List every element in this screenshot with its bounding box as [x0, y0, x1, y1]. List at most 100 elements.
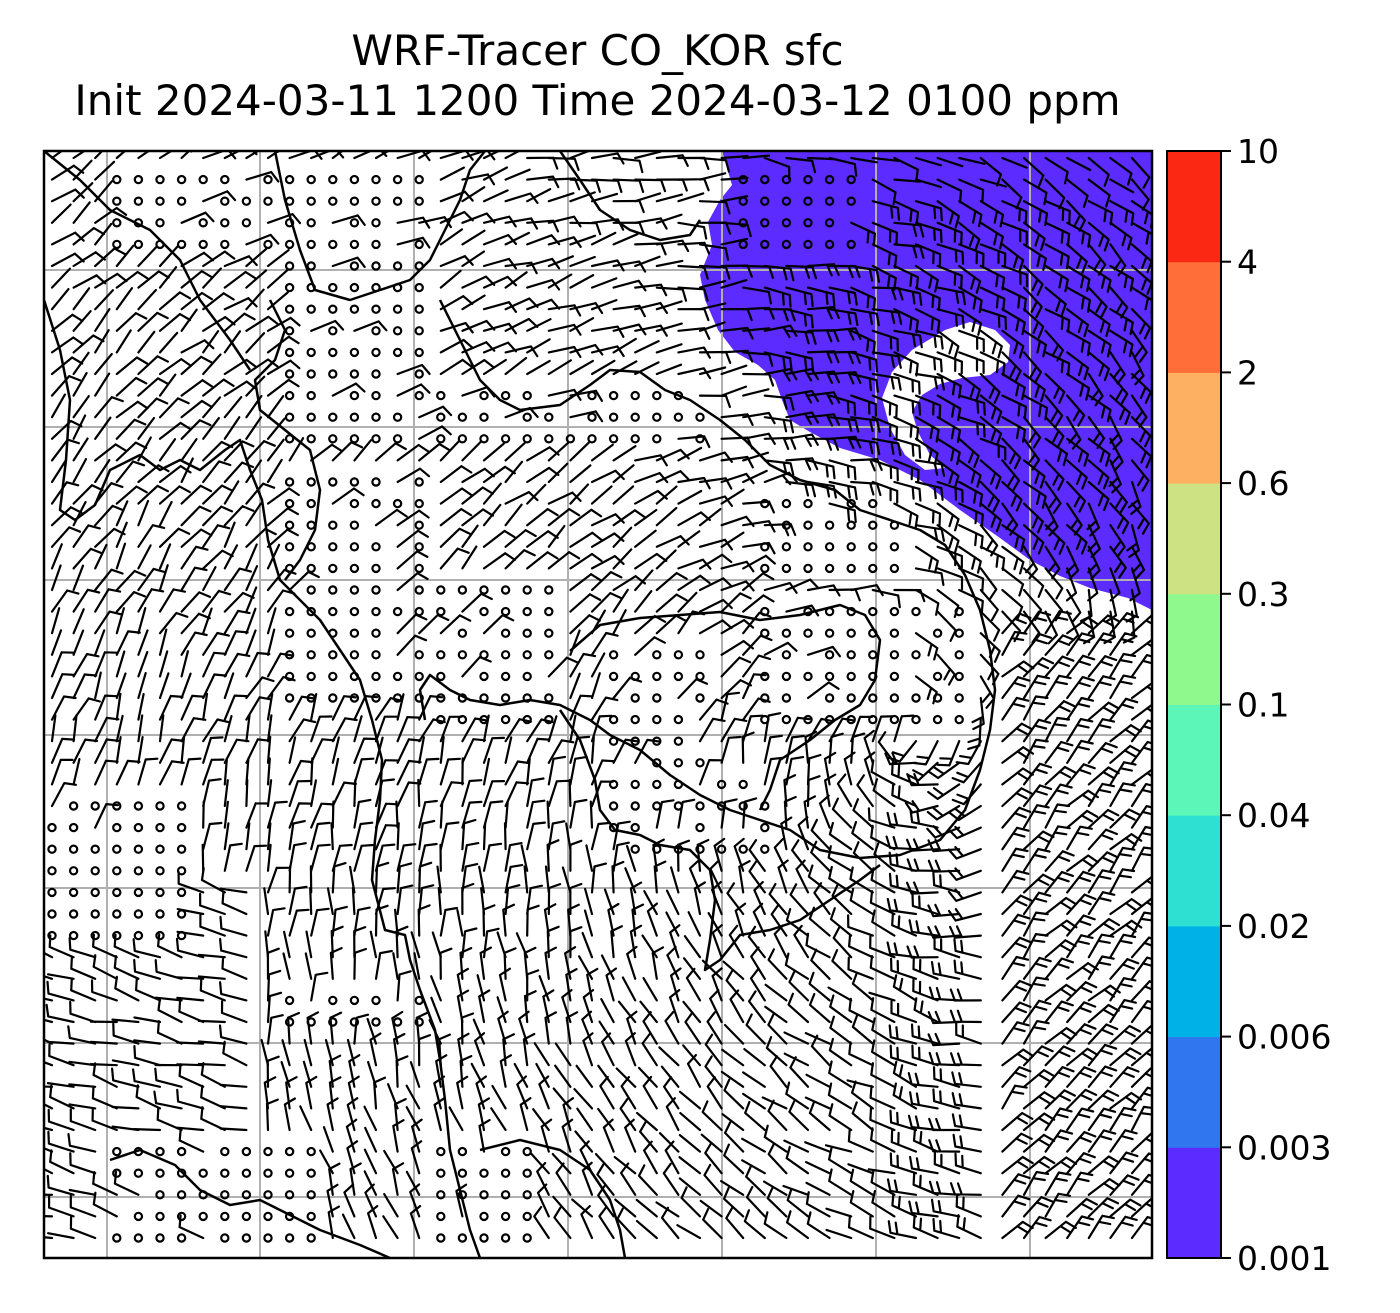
wind-barb — [612, 337, 637, 354]
wind-barb — [70, 977, 97, 1002]
wind-barb — [1087, 869, 1116, 894]
wind-barb — [1044, 200, 1071, 224]
wind-barb — [418, 819, 436, 851]
calm-wind-circle — [630, 844, 640, 854]
wind-barb — [520, 844, 529, 872]
calm-wind-circle — [306, 542, 316, 552]
calm-wind-circle — [328, 520, 338, 530]
wind-barb — [533, 1042, 550, 1067]
wind-barb — [1044, 221, 1071, 247]
wind-barb — [742, 154, 771, 160]
calm-wind-circle — [889, 671, 900, 682]
calm-wind-circle — [500, 1233, 511, 1243]
wind-barb — [1044, 567, 1064, 600]
wind-barb — [461, 229, 486, 246]
wind-barb — [430, 996, 442, 1024]
wind-barb — [202, 378, 235, 397]
calm-wind-circle — [479, 1233, 489, 1243]
wind-barb — [439, 228, 464, 246]
wind-barb — [655, 535, 690, 548]
calm-wind-circle — [846, 174, 856, 185]
wind-barb — [439, 338, 474, 354]
wind-barb — [742, 500, 775, 514]
wind-barb — [1001, 612, 1032, 635]
wind-barb — [590, 652, 606, 678]
wind-barb — [478, 1119, 491, 1153]
wind-barb — [331, 151, 344, 160]
calm-wind-circle — [824, 650, 835, 660]
wind-barb — [197, 1019, 226, 1024]
calm-wind-circle — [457, 434, 468, 444]
wind-barb — [245, 459, 263, 484]
wind-barb — [94, 482, 124, 505]
wind-barb — [808, 1101, 831, 1132]
wind-barb — [721, 1113, 745, 1132]
wind-barb — [439, 781, 465, 808]
calm-wind-circle — [803, 239, 813, 250]
calm-wind-circle — [112, 239, 122, 250]
wind-barb — [892, 974, 918, 1002]
wind-barb — [266, 359, 301, 376]
calm-wind-circle — [803, 498, 813, 509]
wind-barb — [1022, 1020, 1050, 1045]
wind-barb — [785, 756, 805, 786]
wind-barb — [547, 656, 579, 678]
wind-barb — [347, 1075, 360, 1110]
wind-barb — [721, 1048, 745, 1067]
wind-barb — [856, 774, 874, 808]
calm-wind-circle — [284, 390, 295, 401]
wind-barb — [785, 908, 810, 937]
wind-barb — [1022, 891, 1052, 916]
wind-barb — [266, 735, 272, 764]
wind-barb — [910, 1023, 939, 1045]
wind-barb — [1130, 329, 1148, 363]
wind-barb — [784, 952, 810, 980]
wind-barb — [1109, 652, 1137, 678]
wind-barb — [158, 650, 169, 678]
calm-wind-circle — [306, 498, 316, 509]
wind-barb — [642, 1075, 658, 1110]
wind-barb — [50, 356, 84, 376]
coastline-central-bay — [418, 299, 997, 860]
wind-barb — [598, 1020, 615, 1045]
wind-barb — [1022, 524, 1045, 555]
calm-wind-circle — [47, 866, 57, 876]
calm-wind-circle — [522, 390, 532, 401]
wind-barb — [310, 757, 314, 786]
wind-barb — [763, 351, 793, 371]
colorbar-tick-label: 4 — [1237, 243, 1258, 282]
wind-barb — [223, 505, 255, 527]
calm-wind-circle — [608, 714, 619, 725]
wind-barb — [871, 437, 902, 457]
calm-wind-circle — [284, 347, 295, 358]
wind-barb — [764, 1005, 788, 1024]
wind-barb — [266, 249, 290, 268]
wind-barb — [581, 931, 594, 959]
wind-barb — [326, 1183, 339, 1218]
wind-barb — [911, 893, 939, 916]
wind-barb — [68, 1083, 97, 1088]
wind-barb — [605, 967, 618, 1002]
calm-wind-circle — [306, 477, 316, 487]
wind-barb — [47, 1232, 75, 1240]
wind-barb — [288, 820, 306, 851]
calm-wind-circle — [349, 434, 360, 444]
wind-barb — [914, 372, 945, 391]
wind-barb — [763, 641, 798, 656]
wind-barb — [200, 1084, 226, 1110]
wind-barb — [50, 758, 74, 786]
wind-barb — [870, 997, 896, 1024]
wind-barb — [870, 824, 896, 851]
wind-barb — [135, 1084, 162, 1110]
calm-wind-circle — [155, 909, 165, 919]
wind-barb — [180, 419, 212, 440]
wind-barb — [50, 714, 57, 743]
wind-barb — [810, 840, 831, 872]
wind-barb — [958, 221, 981, 252]
calm-wind-circle — [392, 347, 403, 358]
wind-barb — [849, 1190, 874, 1218]
wind-barb — [914, 221, 943, 244]
wind-barb — [94, 803, 120, 829]
calm-wind-circle — [328, 304, 338, 314]
wind-barb — [788, 1100, 810, 1132]
